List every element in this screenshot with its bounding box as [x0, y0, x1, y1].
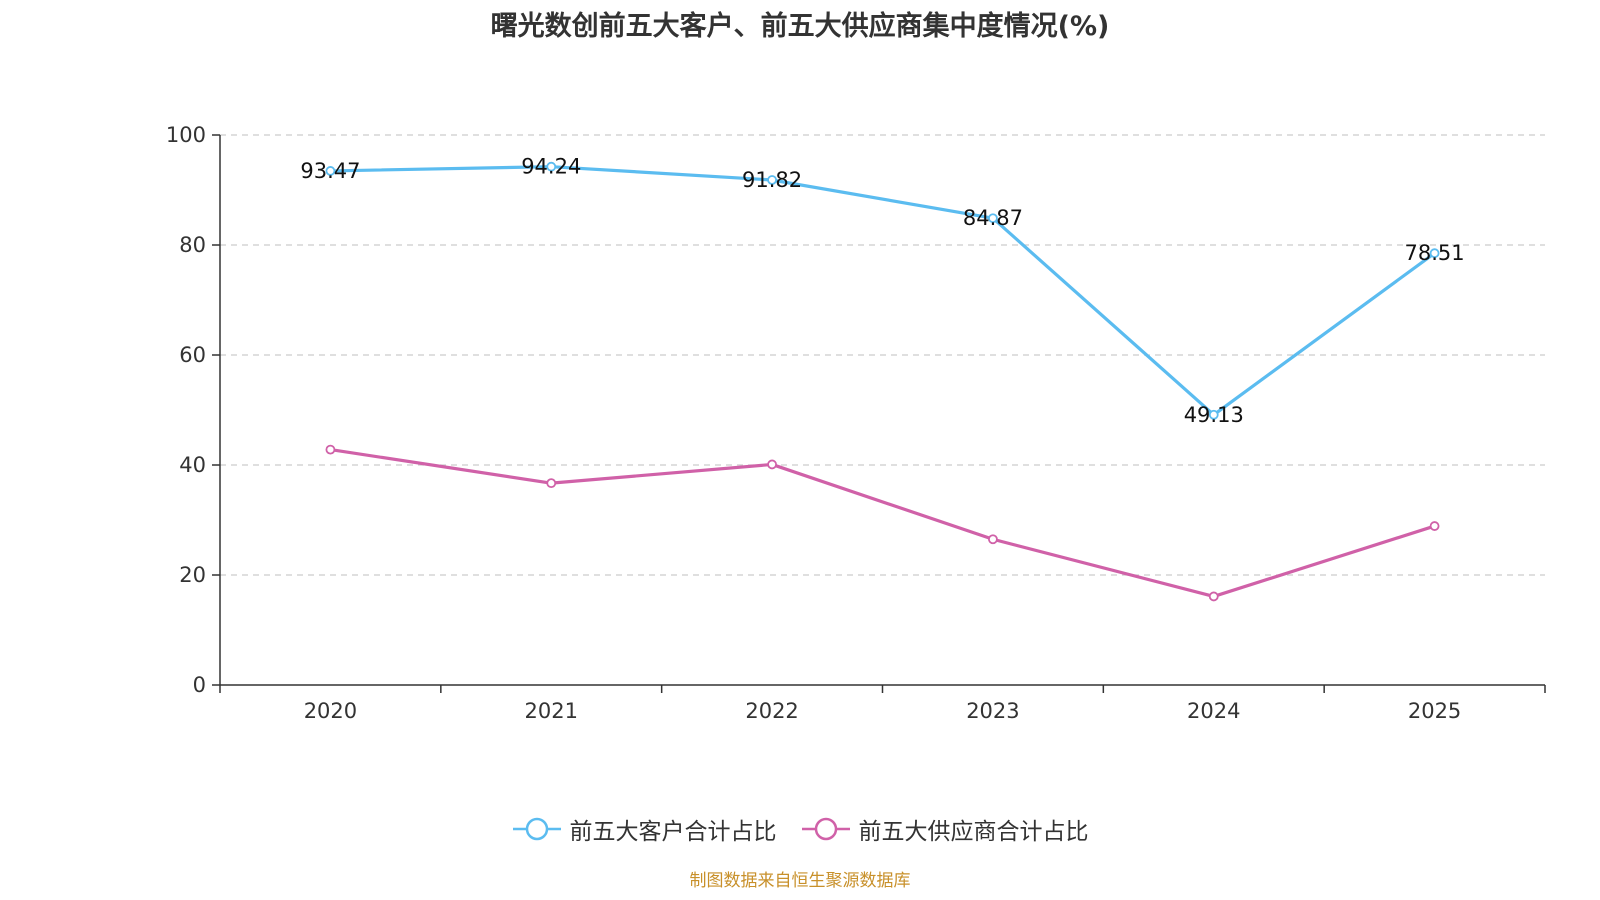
data-point: [546, 478, 557, 489]
data-point: [325, 166, 336, 176]
data-point: [1429, 521, 1440, 531]
data-label: 93.47: [300, 159, 360, 183]
axes: 0 20 40 60 80 100 2020 2021 2022 2023 2024 2025: [166, 123, 1546, 723]
grid-lines: [220, 134, 1545, 576]
data-point: [546, 161, 557, 172]
data-point: [988, 534, 998, 545]
legend-marker-circle: [525, 817, 548, 841]
series-line-1: [330, 165, 1436, 417]
y-tick-label: 100: [166, 123, 206, 147]
data-point: [988, 213, 998, 224]
series-line-2: [330, 448, 1436, 599]
data-label: 94.24: [521, 155, 581, 179]
legend-item-1[interactable]: 前五大客户合计占比: [512, 812, 777, 846]
legend-marker-icon: [801, 817, 850, 841]
x-tick-label: 2021: [525, 699, 578, 723]
data-point: [767, 175, 777, 185]
y-tick-label: 20: [179, 563, 206, 587]
y-tick-label: 40: [179, 453, 206, 477]
x-tick-label: 2020: [304, 699, 357, 723]
x-tick-label: 2022: [745, 699, 798, 723]
data-point: [1429, 248, 1440, 259]
data-label: 84.87: [963, 206, 1023, 230]
chart-title: 曙光数创前五大客户、前五大供应商集中度情况(%): [490, 11, 1110, 42]
x-tick-label: 2024: [1187, 699, 1240, 723]
y-tick-label: 60: [179, 343, 206, 367]
data-point: [325, 444, 336, 455]
data-label: 78.51: [1405, 241, 1465, 265]
y-tick-label: 0: [193, 673, 206, 697]
data-labels: 93.47 94.24 91.82 84.87 49.13 78.51: [300, 155, 1464, 427]
legend-marker-icon: [512, 817, 561, 841]
legend-item-2[interactable]: 前五大供应商合计占比: [801, 812, 1089, 846]
legend-marker-circle: [814, 817, 837, 841]
data-point: [767, 459, 777, 470]
y-tick-label: 80: [179, 233, 206, 257]
data-point: [1208, 591, 1219, 602]
legend-label: 前五大客户合计占比: [569, 819, 777, 845]
legend-label: 前五大供应商合计占比: [858, 819, 1089, 845]
source-note: 制图数据来自恒生聚源数据库: [689, 871, 911, 891]
series-layer: [325, 161, 1440, 602]
data-label: 91.82: [742, 168, 802, 192]
data-point: [1208, 409, 1219, 420]
x-tick-label: 2023: [966, 699, 1019, 723]
legend: 前五大客户合计占比 前五大供应商合计占比: [0, 812, 1600, 846]
x-tick-label: 2025: [1408, 699, 1461, 723]
data-label: 49.13: [1184, 403, 1244, 427]
